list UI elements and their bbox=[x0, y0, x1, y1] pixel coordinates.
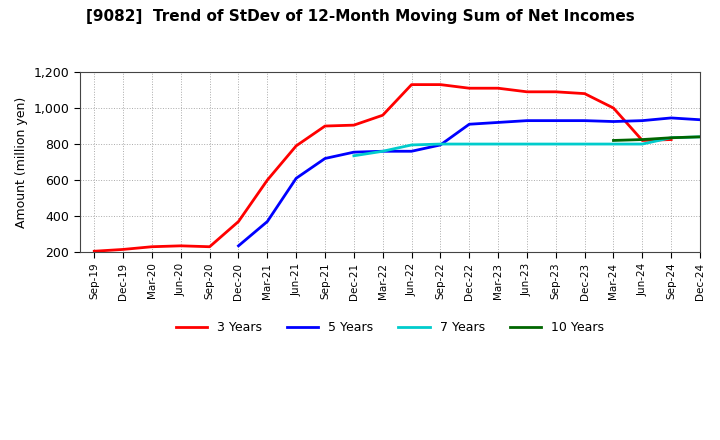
7 Years bbox=[465, 141, 474, 147]
Y-axis label: Amount (million yen): Amount (million yen) bbox=[15, 96, 28, 227]
10 Years bbox=[638, 137, 647, 142]
7 Years bbox=[436, 141, 445, 147]
3 Years bbox=[320, 123, 329, 128]
Text: [9082]  Trend of StDev of 12-Month Moving Sum of Net Incomes: [9082] Trend of StDev of 12-Month Moving… bbox=[86, 9, 634, 24]
5 Years bbox=[379, 149, 387, 154]
3 Years bbox=[408, 82, 416, 87]
7 Years bbox=[580, 141, 589, 147]
3 Years bbox=[667, 137, 675, 142]
7 Years bbox=[552, 141, 560, 147]
3 Years bbox=[263, 177, 271, 183]
3 Years bbox=[580, 91, 589, 96]
5 Years bbox=[638, 118, 647, 123]
3 Years bbox=[638, 138, 647, 143]
Line: 5 Years: 5 Years bbox=[238, 118, 700, 246]
Line: 10 Years: 10 Years bbox=[613, 137, 700, 140]
3 Years bbox=[523, 89, 531, 95]
3 Years bbox=[552, 89, 560, 95]
7 Years bbox=[408, 142, 416, 147]
5 Years bbox=[436, 142, 445, 147]
10 Years bbox=[667, 135, 675, 140]
5 Years bbox=[494, 120, 503, 125]
3 Years bbox=[90, 249, 99, 254]
7 Years bbox=[638, 141, 647, 147]
3 Years bbox=[465, 85, 474, 91]
5 Years bbox=[580, 118, 589, 123]
Legend: 3 Years, 5 Years, 7 Years, 10 Years: 3 Years, 5 Years, 7 Years, 10 Years bbox=[171, 316, 609, 339]
Line: 3 Years: 3 Years bbox=[94, 84, 671, 251]
10 Years bbox=[609, 138, 618, 143]
7 Years bbox=[494, 141, 503, 147]
3 Years bbox=[379, 113, 387, 118]
3 Years bbox=[205, 244, 214, 249]
5 Years bbox=[263, 219, 271, 224]
5 Years bbox=[408, 149, 416, 154]
5 Years bbox=[465, 121, 474, 127]
7 Years bbox=[696, 134, 704, 139]
7 Years bbox=[523, 141, 531, 147]
3 Years bbox=[436, 82, 445, 87]
5 Years bbox=[552, 118, 560, 123]
5 Years bbox=[609, 119, 618, 124]
7 Years bbox=[667, 135, 675, 140]
5 Years bbox=[320, 156, 329, 161]
3 Years bbox=[349, 122, 358, 128]
3 Years bbox=[494, 85, 503, 91]
5 Years bbox=[696, 117, 704, 122]
7 Years bbox=[609, 141, 618, 147]
3 Years bbox=[609, 106, 618, 111]
5 Years bbox=[292, 176, 300, 181]
5 Years bbox=[667, 115, 675, 121]
10 Years bbox=[696, 134, 704, 139]
3 Years bbox=[292, 143, 300, 148]
7 Years bbox=[349, 153, 358, 158]
3 Years bbox=[234, 219, 243, 224]
7 Years bbox=[379, 149, 387, 154]
5 Years bbox=[349, 150, 358, 155]
3 Years bbox=[119, 247, 127, 252]
3 Years bbox=[176, 243, 185, 249]
5 Years bbox=[234, 243, 243, 249]
3 Years bbox=[148, 244, 156, 249]
Line: 7 Years: 7 Years bbox=[354, 137, 700, 156]
5 Years bbox=[523, 118, 531, 123]
